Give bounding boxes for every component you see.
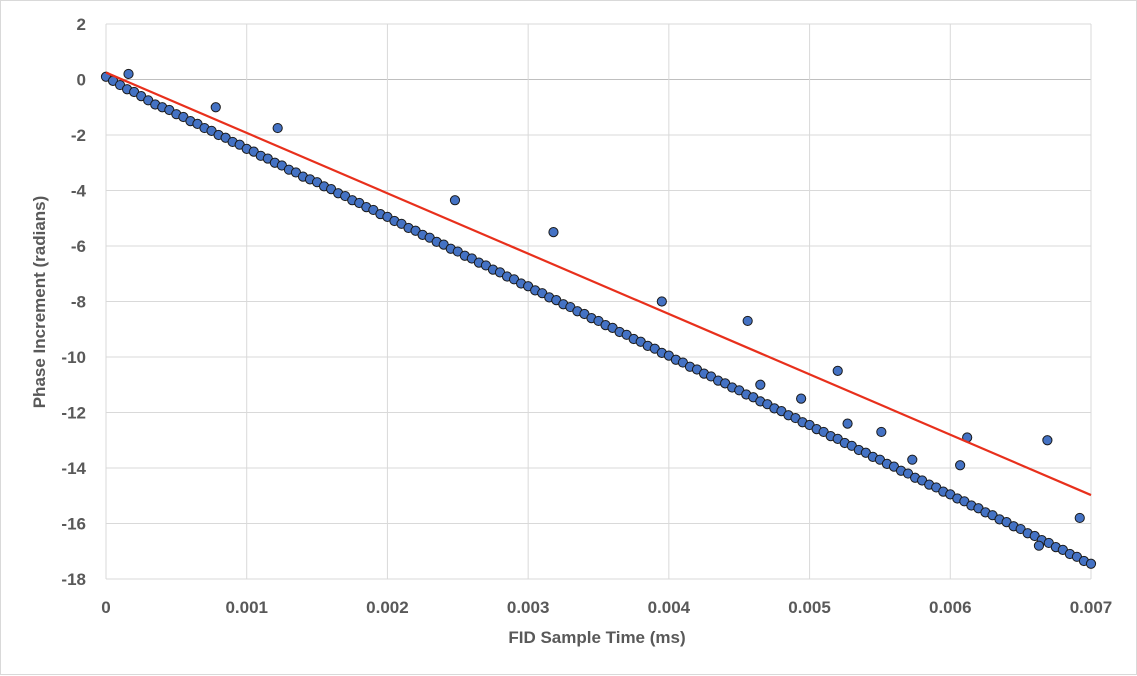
y-tick-label: -16 (61, 515, 86, 534)
data-point (796, 393, 807, 404)
data-point (272, 122, 283, 134)
y-tick-label: -18 (61, 570, 86, 589)
x-tick-label: 0.002 (366, 598, 409, 617)
data-point (842, 418, 853, 429)
data-point (548, 227, 559, 238)
grid-lines (105, 23, 1092, 580)
x-tick-label: 0.004 (648, 598, 691, 617)
data-point (1033, 540, 1045, 551)
x-tick-label: 0.007 (1070, 598, 1113, 617)
y-axis-tick-labels: 2 0 -2 -4 -6 -8 -10 -12 -14 -16 -18 (61, 15, 86, 589)
trend-line (105, 71, 1092, 497)
data-point (832, 365, 843, 376)
data-point (955, 460, 966, 471)
data-point (449, 195, 461, 206)
y-tick-label: -12 (61, 404, 86, 423)
data-point (742, 315, 753, 327)
y-tick-label: -2 (71, 126, 86, 145)
y-tick-label: -4 (71, 182, 87, 201)
data-point (907, 454, 918, 465)
y-tick-label: -14 (61, 459, 86, 478)
x-tick-label: 0.003 (507, 598, 550, 617)
data-point (1074, 512, 1085, 524)
data-point (876, 426, 887, 438)
y-tick-label: -8 (71, 293, 86, 312)
data-point (755, 379, 766, 390)
data-point (1042, 435, 1053, 446)
x-tick-label: 0.006 (929, 598, 972, 617)
y-tick-label: 2 (77, 15, 86, 34)
data-points (100, 68, 1097, 569)
y-tick-label: -6 (71, 237, 86, 256)
trend-line-group (105, 71, 1092, 497)
x-tick-label: 0.001 (225, 598, 268, 617)
x-tick-label: 0 (101, 598, 110, 617)
data-point (210, 102, 221, 113)
y-tick-label: -10 (61, 348, 86, 367)
data-point (123, 68, 134, 80)
x-tick-label: 0.005 (788, 598, 831, 617)
data-point (1085, 558, 1097, 569)
x-axis-tick-labels: 0 0.001 0.002 0.003 0.004 0.005 0.006 0.007 (101, 598, 1112, 617)
x-axis-title: FID Sample Time (ms) (508, 628, 685, 647)
data-point (656, 296, 667, 307)
y-tick-label: 0 (77, 71, 86, 90)
y-axis-title: Phase Increment (radians) (30, 196, 49, 409)
